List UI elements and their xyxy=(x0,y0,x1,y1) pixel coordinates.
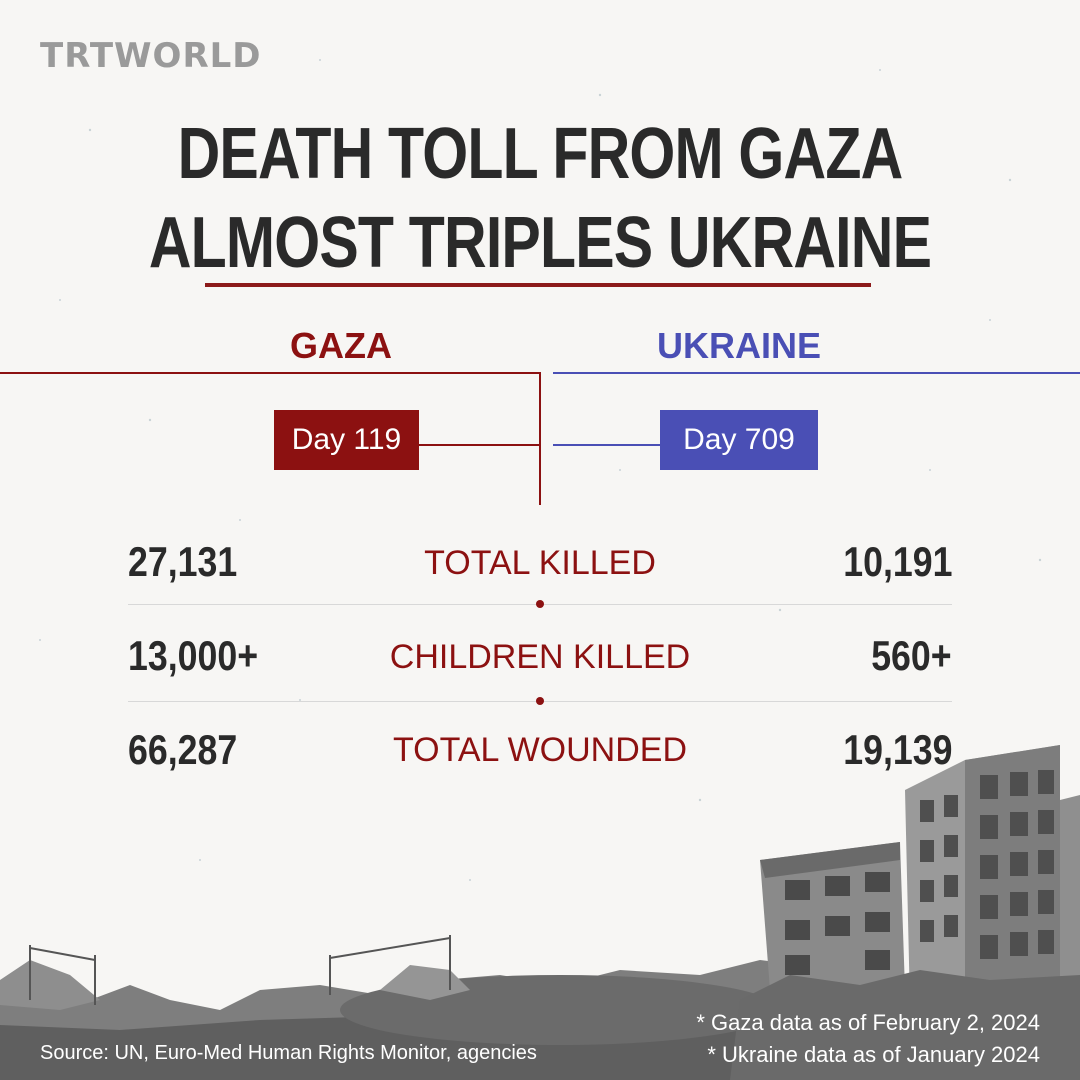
ukraine-day-badge: Day 709 xyxy=(660,410,818,470)
total-killed-label: TOTAL KILLED xyxy=(424,544,656,582)
center-vertical-line xyxy=(539,372,541,505)
ukraine-data-date-note: * Ukraine data as of January 2024 xyxy=(707,1042,1040,1067)
gaza-column-heading: GAZA xyxy=(290,325,392,366)
gaza-data-date-note: * Gaza data as of February 2, 2024 xyxy=(696,1010,1040,1035)
source-note: Source: UN, Euro-Med Human Rights Monito… xyxy=(40,1042,537,1064)
separator-dot xyxy=(536,697,544,705)
ukraine-children-killed: 560+ xyxy=(871,632,952,679)
gaza-day-badge: Day 119 xyxy=(274,410,419,470)
headline-line-1: DEATH TOLL FROM GAZA xyxy=(177,114,904,194)
gaza-total-killed: 27,131 xyxy=(128,538,238,585)
headline-underline xyxy=(205,283,871,287)
gaza-children-killed: 13,000+ xyxy=(128,632,259,679)
ukraine-total-killed: 10,191 xyxy=(842,538,952,585)
total-wounded-label: TOTAL WOUNDED xyxy=(392,731,688,769)
trt-world-logo: TRTWORLD xyxy=(40,36,262,76)
separator-dot xyxy=(536,600,544,608)
gaza-heading-line xyxy=(0,372,541,374)
ukraine-day-connector xyxy=(553,444,660,446)
headline-line-2: ALMOST TRIPLES UKRAINE xyxy=(148,203,932,283)
ukraine-column-heading: UKRAINE xyxy=(657,325,822,366)
children-killed-label: CHILDREN KILLED xyxy=(389,638,691,676)
ukraine-heading-line xyxy=(553,372,1080,374)
ukraine-total-wounded: 19,139 xyxy=(842,726,952,773)
gaza-total-wounded: 66,287 xyxy=(128,726,238,773)
gaza-day-connector xyxy=(419,444,540,446)
